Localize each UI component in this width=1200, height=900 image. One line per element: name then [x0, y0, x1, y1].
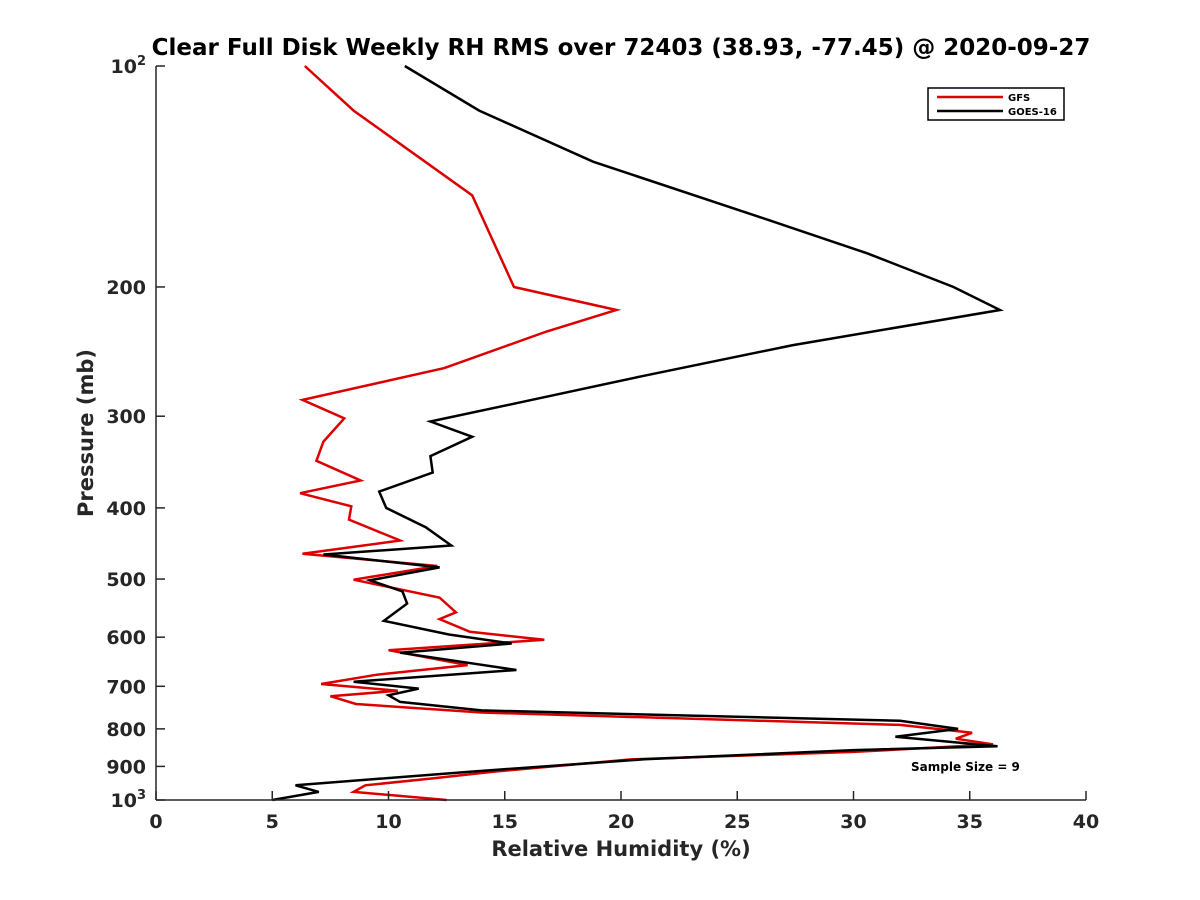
x-tick-label: 15	[492, 811, 518, 833]
series-line-goes-16	[272, 64, 1005, 802]
y-axis-label: Pressure (mb)	[74, 349, 98, 517]
x-tick-label: 25	[724, 811, 750, 833]
axes: 0 5 10 15 20 25 30 35 40 102 200 300 400 500 600 700 800…	[106, 54, 1099, 833]
x-tick-label: 0	[149, 811, 162, 833]
x-tick-label: 20	[608, 811, 634, 833]
x-tick-label: 40	[1073, 811, 1099, 833]
x-tick-label: 5	[266, 811, 279, 833]
y-tick-label: 500	[106, 569, 146, 591]
x-tick-label: 30	[840, 811, 866, 833]
y-tick-label: 200	[106, 277, 146, 299]
sample-size-annotation: Sample Size = 9	[911, 760, 1020, 774]
y-tick-label: 800	[106, 719, 146, 741]
legend-label-goes-16: GOES-16	[1008, 107, 1057, 118]
legend-label-gfs: GFS	[1008, 93, 1030, 104]
x-axis-label: Relative Humidity (%)	[491, 837, 750, 861]
y-tick-label: 102	[111, 54, 147, 78]
y-tick-label: 300	[106, 406, 146, 428]
chart-title: Clear Full Disk Weekly RH RMS over 72403…	[152, 35, 1091, 61]
legend: GFS GOES-16	[927, 87, 1065, 121]
series-line-gfs	[298, 65, 994, 802]
series-lines	[272, 64, 1005, 802]
legend-box	[927, 87, 1065, 121]
y-tick-label: 400	[106, 498, 146, 520]
y-tick-label: 600	[106, 627, 146, 649]
y-tick-label: 900	[106, 756, 146, 778]
x-tick-label: 10	[375, 811, 401, 833]
x-tick-label: 35	[957, 811, 983, 833]
y-tick-label: 700	[106, 676, 146, 698]
y-tick-label: 103	[111, 788, 147, 812]
